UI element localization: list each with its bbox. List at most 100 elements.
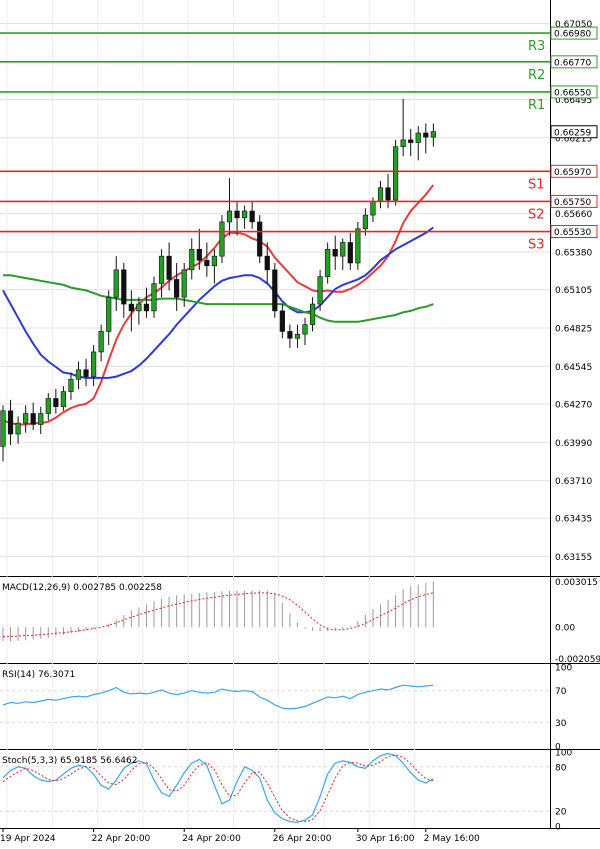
stoch-k-line [2,752,434,823]
candle-body-up [294,333,301,339]
macd-label: MACD(12,26,9) 0.002785 0.002258 [2,583,162,593]
candle-body-down [174,279,180,298]
candle-body-up [400,139,406,147]
ma-line-long [3,274,434,323]
price-y-tick-label: 0.66215 [555,134,592,144]
candle-body-up [98,331,104,353]
candle [415,126,421,161]
candle [23,405,29,433]
candle-body-up [151,283,157,312]
candle-body-down [264,255,270,271]
panel-borders [0,0,600,829]
candle [408,128,414,157]
x-tick-label: 30 Apr 16:00 [356,834,415,844]
level-name-r1: R1 [528,98,545,113]
price-y-tick-label: 0.65105 [555,286,592,296]
candle [68,372,74,400]
candle [98,324,104,362]
candle [355,221,361,270]
candle [0,405,6,462]
rsi-y-tick-label: 70 [555,687,567,697]
candle [136,297,142,325]
candle-body-up [60,391,66,407]
candle [204,242,210,277]
candle [226,178,233,236]
price-y-tick-label: 0.67050 [555,20,592,30]
x-tick-label: 24 Apr 20:00 [182,834,241,844]
candle [332,235,338,270]
candle [249,201,255,229]
candle [128,290,134,332]
candle-body-up [362,214,369,230]
candle-body-up [0,410,6,447]
candle [340,238,346,270]
candle [242,205,248,229]
candle [211,249,218,284]
rsi-y-tick-label: 100 [555,664,572,674]
macd-y-tick-label: -0.002059 [555,655,600,665]
rsi-label: RSI(14) 76.3071 [2,670,75,680]
price-y-tick-label: 0.64270 [555,400,592,410]
candle-body-up [189,249,195,271]
price-y-tick-label: 0.65660 [555,210,592,220]
candle-body-down [272,269,278,312]
price-y-tick-label: 0.64545 [555,363,592,373]
candle-body-up [181,269,187,298]
candle [264,242,270,284]
candle-body-down [249,210,255,223]
candle [325,242,331,284]
candle [166,242,172,291]
axes: 0.67050 0.66495 0.66215 0.65660 0.65380 0.651… [0,20,600,844]
stoch-y-tick-label: 0 [555,823,561,833]
level-price-label-s2: 0.65750 [554,198,591,208]
candle [121,263,127,318]
candle-body-up [370,201,376,216]
candle-body-up [106,296,112,332]
candle [400,98,406,157]
candle-body-up [136,303,142,312]
candle-body-up [38,413,44,425]
candle [302,317,308,346]
candle-body-down [332,249,338,257]
candle [143,287,150,318]
candle-body-up [377,187,384,202]
candle [53,388,59,414]
candle [279,304,285,339]
candle-body-down [121,269,127,305]
stoch-y-tick-label: 100 [555,749,572,759]
price-y-tick-label: 0.63990 [555,439,592,449]
level-name-r2: R2 [528,68,545,83]
level-price-label-r2: 0.66770 [554,58,591,68]
candle [75,361,82,389]
stoch-panel [2,752,434,823]
candle-body-down [279,310,285,332]
candle-body-up [242,210,248,219]
x-tick-label: 2 May 16:00 [424,834,480,844]
x-tick-label: 26 Apr 20:00 [273,834,332,844]
level-name-r3: R3 [528,39,545,54]
candle-body-down [204,259,210,267]
candle-body-up [23,413,29,424]
candle-body-down [7,410,14,435]
candle [174,263,180,311]
candle-body-down [408,139,414,143]
x-tick-label: 22 Apr 20:00 [92,834,151,844]
level-price-label-r3: 0.66980 [554,30,591,40]
candle-body-up [75,369,82,380]
candle-body-up [45,398,51,414]
level-price-label-r1: 0.66550 [554,88,591,98]
candle-body-up [113,269,119,298]
candle [257,215,263,263]
stoch-d-line [2,754,434,823]
candle-body-down [423,132,429,138]
level-name-s3: S3 [528,238,545,253]
candle-body-up [219,221,225,257]
current-price-box [550,125,598,139]
candle-body-down [83,369,89,377]
level-price-box [550,55,598,69]
candle [287,324,293,348]
candle [45,393,51,421]
price-y-tick-label: 0.63710 [555,477,592,487]
ma-line-short [2,184,435,426]
